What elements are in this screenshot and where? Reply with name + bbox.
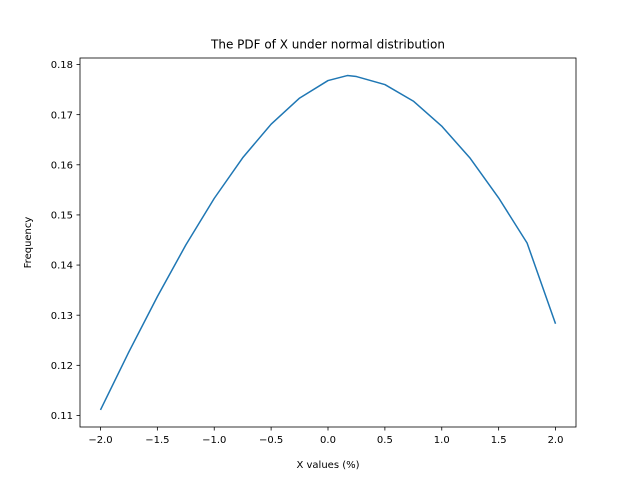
y-tick-label: 0.13: [51, 311, 73, 322]
x-tick-label: −1.0: [202, 435, 226, 446]
y-tick-label: 0.11: [51, 411, 73, 422]
y-tick-label: 0.12: [51, 361, 73, 372]
plot-frame: [79, 57, 577, 428]
x-tick-label: 2.0: [548, 435, 564, 446]
x-axis-ticks: −2.0 −1.5 −1.0 −0.5 0.0 0.5 1.0 1.5 2.0: [88, 427, 563, 446]
y-tick-label: 0.15: [51, 211, 73, 222]
x-tick-label: −1.5: [145, 435, 169, 446]
x-axis-label: X values (%): [296, 460, 359, 471]
x-tick-label: −0.5: [259, 435, 283, 446]
y-tick-label: 0.14: [51, 261, 73, 272]
x-tick-label: 0.0: [320, 435, 336, 446]
x-tick-label: 1.5: [491, 435, 507, 446]
series-line: [99, 74, 557, 411]
y-tick-label: 0.16: [51, 160, 73, 171]
y-tick-label: 0.17: [51, 110, 73, 121]
x-tick-label: 0.5: [377, 435, 393, 446]
x-tick-label: −2.0: [88, 435, 112, 446]
chart-title: The PDF of X under normal distribution: [210, 38, 445, 52]
y-tick-label: 0.18: [51, 60, 73, 71]
y-axis-ticks: 0.11 0.12 0.13 0.14 0.15 0.16 0.17 0.18: [51, 60, 80, 422]
y-axis-label: Frequency: [23, 217, 34, 269]
x-tick-label: 1.0: [434, 435, 450, 446]
